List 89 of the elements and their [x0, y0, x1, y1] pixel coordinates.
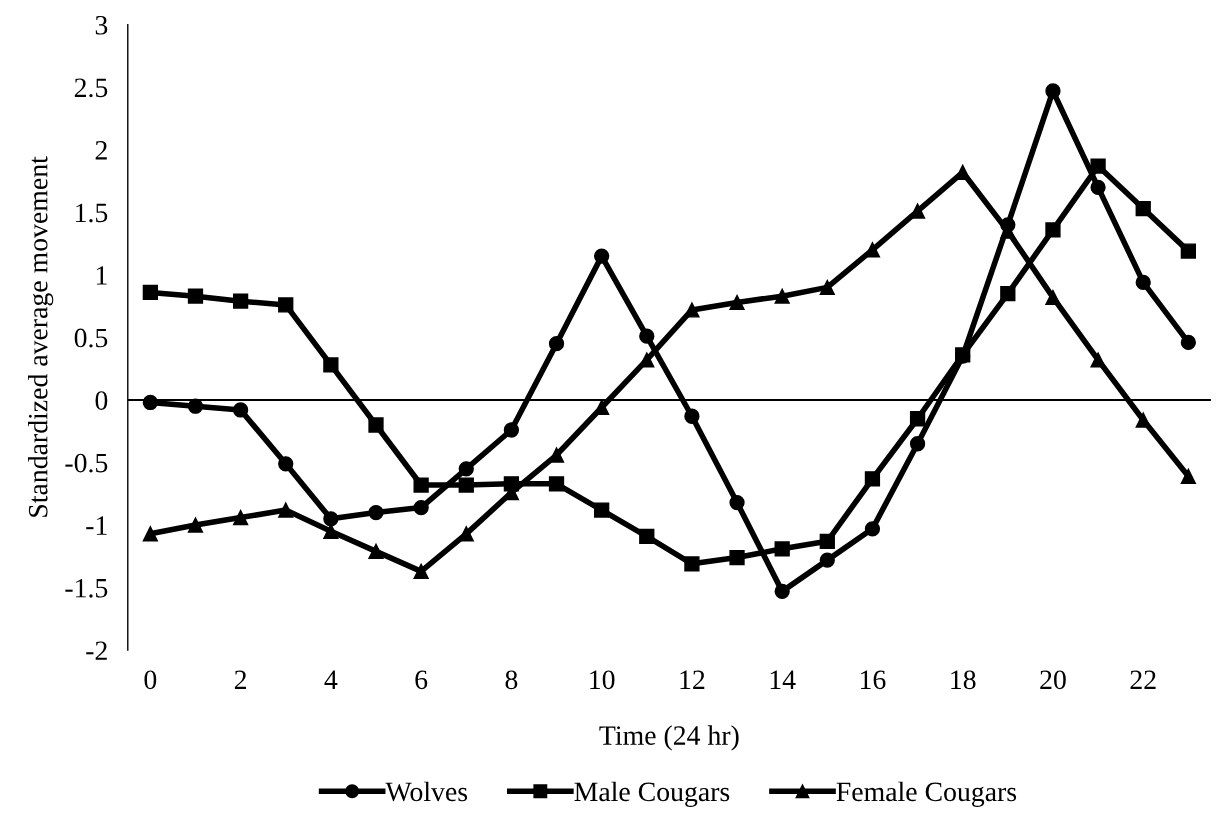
point — [729, 294, 745, 311]
point — [368, 417, 384, 433]
x-tick-label: 22 — [1130, 670, 1156, 689]
point — [639, 328, 655, 344]
point — [413, 477, 429, 493]
point — [729, 549, 745, 566]
point — [684, 408, 700, 424]
point — [323, 357, 339, 373]
legend-label: Female Cougars — [836, 781, 1017, 807]
y-tick-label: 2 — [95, 141, 107, 160]
y-tick-label: 2.5 — [74, 78, 108, 98]
x-tick-label: 10 — [590, 670, 615, 690]
point — [1135, 200, 1151, 217]
point — [142, 394, 158, 411]
point — [548, 336, 565, 352]
point — [1180, 334, 1196, 351]
point — [232, 402, 249, 418]
y-tick-label: 3 — [95, 15, 108, 35]
point — [278, 297, 294, 313]
point — [774, 583, 790, 600]
point — [458, 461, 474, 477]
point — [1135, 274, 1151, 291]
point — [142, 526, 158, 542]
y-tick-label: -1.5 — [65, 578, 108, 598]
point — [1180, 468, 1196, 484]
x-tick-label: 2 — [234, 670, 247, 689]
point — [1090, 352, 1106, 368]
point — [1090, 158, 1106, 174]
point — [413, 563, 429, 579]
x-tick-label: 12 — [680, 670, 705, 689]
point — [458, 477, 474, 493]
point — [594, 399, 610, 416]
point — [413, 499, 429, 516]
point — [909, 411, 926, 427]
y-tick-label: 1 — [96, 266, 107, 285]
point — [639, 528, 655, 544]
x-tick-label: 6 — [415, 670, 428, 690]
point — [278, 456, 294, 472]
x-tick-label: 18 — [951, 670, 976, 690]
point — [819, 533, 835, 549]
point — [1045, 289, 1061, 306]
x-tick-label: 16 — [860, 670, 886, 690]
point — [1045, 83, 1061, 99]
point — [232, 509, 249, 526]
point — [1045, 222, 1061, 238]
y-tick-label: 1.5 — [76, 203, 108, 223]
legend-label: Wolves — [385, 781, 468, 802]
point — [819, 279, 835, 296]
point — [729, 494, 745, 511]
y-tick-label: 0.5 — [74, 328, 108, 348]
point — [368, 543, 384, 559]
y-tick-label: -0.5 — [65, 453, 108, 473]
point — [955, 164, 971, 180]
point — [1135, 412, 1151, 428]
point — [909, 436, 926, 452]
point — [774, 541, 790, 557]
point — [278, 502, 294, 518]
point — [1180, 243, 1196, 259]
point — [187, 398, 204, 414]
y-tick-label: -1 — [86, 516, 107, 535]
x-tick-label: 14 — [770, 670, 796, 689]
point — [594, 502, 610, 518]
x-tick-label: 0 — [144, 670, 157, 690]
point — [368, 504, 384, 521]
point — [1000, 286, 1016, 302]
point — [864, 521, 881, 537]
y-axis-title: Standardized average movement — [27, 156, 54, 517]
point — [187, 288, 204, 304]
x-tick-label: 20 — [1040, 670, 1066, 690]
x-tick-label: 4 — [324, 670, 338, 689]
point — [819, 552, 835, 568]
y-tick-label: 0 — [95, 391, 108, 410]
point — [684, 556, 700, 572]
point — [548, 476, 565, 492]
point — [594, 248, 610, 264]
point — [864, 471, 881, 487]
point — [1090, 179, 1106, 195]
legend-label: Male Cougars — [574, 781, 730, 807]
point — [323, 511, 339, 527]
point — [187, 517, 204, 533]
x-tick-label: 8 — [505, 670, 518, 690]
x-axis-title: Time (24 hr) — [599, 725, 739, 751]
point — [684, 302, 700, 318]
point — [639, 352, 655, 368]
point — [774, 288, 790, 304]
point — [503, 422, 520, 438]
point — [232, 293, 249, 309]
point — [142, 284, 158, 301]
y-tick-label: -2 — [86, 641, 107, 660]
